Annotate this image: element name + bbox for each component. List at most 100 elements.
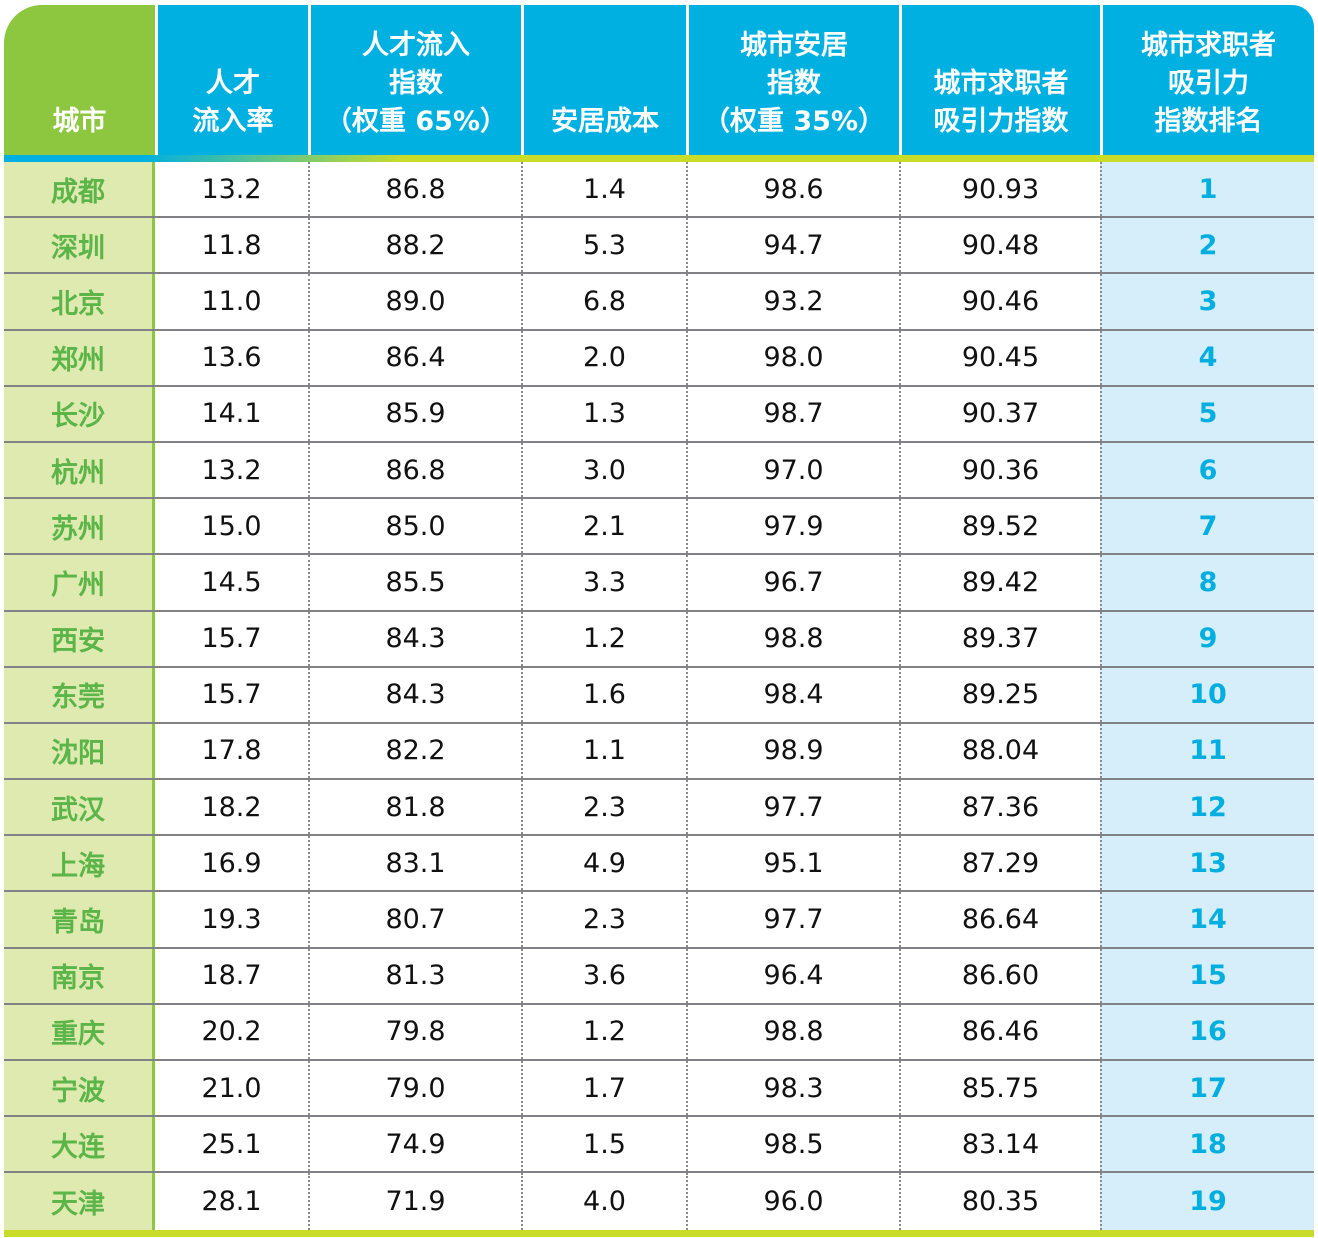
cell-attractiveness-index: 90.36 — [899, 442, 1100, 498]
cell-attractiveness-index: 86.60 — [899, 948, 1100, 1003]
column-header-line: 城市安居 — [740, 30, 848, 61]
cell-attractiveness-index: 89.42 — [899, 555, 1100, 610]
cell-housing-index: 97.0 — [686, 442, 899, 498]
cell-housing-index: 96.4 — [686, 948, 899, 1003]
cell-talent-inflow-index: 85.9 — [308, 386, 521, 441]
cell-housing-index: 98.8 — [686, 1004, 899, 1059]
cell-talent-inflow-index: 82.2 — [308, 723, 521, 779]
table-row: 青岛 19.3 80.7 2.3 97.7 86.64 14 — [4, 892, 1314, 949]
column-header-line: 指数 — [389, 68, 443, 99]
cell-rank: 12 — [1100, 780, 1314, 835]
cell-rank: 13 — [1100, 836, 1314, 891]
cell-housing-cost: 1.2 — [521, 611, 686, 666]
cell-housing-cost: 1.4 — [521, 162, 686, 217]
column-header-rank: 城市求职者 吸引力 指数排名 — [1103, 5, 1314, 155]
cell-rank: 6 — [1100, 442, 1314, 498]
cell-talent-inflow-index: 86.8 — [308, 442, 521, 498]
cell-city: 深圳 — [4, 218, 155, 273]
cell-attractiveness-index: 89.52 — [899, 499, 1100, 554]
cell-city: 沈阳 — [4, 723, 155, 779]
cell-city: 天津 — [4, 1173, 155, 1230]
column-header-line: 城市求职者 — [933, 68, 1069, 99]
cell-city: 西安 — [4, 611, 155, 666]
cell-housing-index: 98.9 — [686, 723, 899, 779]
column-header-line: 指数排名 — [1154, 106, 1263, 137]
cell-talent-inflow-rate: 15.7 — [201, 623, 262, 655]
city-attractiveness-table: 城市 人才 流入率 人才流入 指数 （权重 65%） 安居成本 城市安居 指数 （权重 35%）城… — [4, 5, 1314, 1237]
cell-talent-inflow-index: 85.0 — [308, 499, 521, 554]
cell-city: 成都 — [4, 162, 155, 217]
cell-housing-cost: 2.3 — [521, 780, 686, 835]
cell-talent-inflow-index: 71.9 — [308, 1173, 521, 1230]
cell-housing-index: 98.3 — [686, 1061, 899, 1116]
cell-housing-index: 97.7 — [686, 892, 899, 947]
cell-city: 大连 — [4, 1117, 155, 1172]
column-header-line: （权重 65%） — [324, 106, 508, 137]
column-header-line: 城市 — [52, 106, 107, 137]
column-header-line: 流入率 — [192, 106, 274, 137]
cell-talent-inflow-rate: 14.1 — [201, 398, 262, 430]
cell-city: 杭州 — [4, 442, 155, 498]
table-bottom-bar — [4, 1229, 1314, 1237]
column-header-line: 城市求职者 — [1141, 30, 1276, 61]
column-header-line: 人才流入 — [362, 30, 470, 61]
column-header-housing-index: 城市安居 指数 （权重 35%） — [689, 5, 899, 155]
cell-attractiveness-index: 90.45 — [899, 330, 1100, 385]
cell-talent-inflow-rate: 11.8 — [201, 229, 262, 261]
table-header: 城市 人才 流入率 人才流入 指数 （权重 65%） 安居成本 城市安居 指数 （权重 35%）城… — [4, 5, 1314, 155]
table-row: 西安 15.7 84.3 1.2 98.8 89.37 9 — [4, 611, 1314, 668]
table-row: 成都 13.2 86.8 1.4 98.6 90.93 1 — [4, 162, 1314, 219]
cell-talent-inflow-rate: 18.7 — [201, 960, 262, 992]
cell-talent-inflow-rate: 25.1 — [201, 1128, 262, 1160]
cell-attractiveness-index: 85.75 — [899, 1061, 1100, 1116]
column-header-line: 指数 — [767, 68, 821, 99]
cell-talent-inflow-index: 85.5 — [308, 555, 521, 610]
cell-housing-index: 97.9 — [686, 499, 899, 554]
cell-rank: 4 — [1100, 330, 1314, 385]
table-row: 宁波 21.0 79.0 1.7 98.3 85.75 17 — [4, 1061, 1314, 1118]
cell-city: 东莞 — [4, 667, 155, 722]
cell-city: 北京 — [4, 274, 155, 329]
cell-talent-inflow-rate: 28.1 — [201, 1185, 262, 1217]
cell-rank: 17 — [1100, 1061, 1314, 1116]
cell-attractiveness-index: 90.48 — [899, 218, 1100, 273]
cell-rank: 9 — [1100, 611, 1314, 666]
cell-talent-inflow-rate: 13.6 — [201, 342, 262, 374]
cell-housing-cost: 4.0 — [521, 1173, 686, 1230]
cell-attractiveness-index: 83.14 — [899, 1117, 1100, 1172]
cell-rank: 3 — [1100, 274, 1314, 329]
cell-housing-index: 93.2 — [686, 274, 899, 329]
column-header-line: 人才 — [206, 68, 260, 99]
table-row: 南京 18.7 81.3 3.6 96.4 86.60 15 — [4, 948, 1314, 1005]
table-row: 武汉 18.2 81.8 2.3 97.7 87.36 12 — [4, 780, 1314, 837]
cell-housing-index: 96.0 — [686, 1173, 899, 1230]
cell-talent-inflow-rate: 11.0 — [201, 285, 262, 317]
header-divider-stripe — [4, 155, 1314, 162]
cell-housing-cost: 1.6 — [521, 667, 686, 722]
cell-rank: 8 — [1100, 555, 1314, 610]
cell-attractiveness-index: 87.29 — [899, 836, 1100, 891]
cell-city: 苏州 — [4, 499, 155, 554]
cell-attractiveness-index: 90.93 — [899, 162, 1100, 217]
cell-talent-inflow-index: 84.3 — [308, 611, 521, 666]
cell-housing-index: 98.5 — [686, 1117, 899, 1172]
cell-housing-cost: 3.6 — [521, 948, 686, 1003]
cell-attractiveness-index: 86.46 — [899, 1004, 1100, 1059]
cell-housing-cost: 3.3 — [521, 555, 686, 610]
cell-talent-inflow-index: 81.3 — [308, 948, 521, 1003]
cell-housing-index: 96.7 — [686, 555, 899, 610]
cell-rank: 10 — [1100, 667, 1314, 722]
cell-talent-inflow-index: 80.7 — [308, 892, 521, 947]
cell-talent-inflow-rate: 14.5 — [201, 566, 262, 598]
cell-housing-cost: 2.0 — [521, 330, 686, 385]
cell-talent-inflow-rate: 15.7 — [201, 679, 262, 711]
cell-housing-cost: 2.3 — [521, 892, 686, 947]
table-row: 苏州 15.0 85.0 2.1 97.9 89.52 7 — [4, 499, 1314, 556]
cell-talent-inflow-rate: 21.0 — [201, 1072, 262, 1104]
column-header-line: 安居成本 — [551, 106, 659, 137]
cell-talent-inflow-rate: 16.9 — [201, 847, 262, 879]
cell-housing-cost: 5.3 — [521, 218, 686, 273]
cell-attractiveness-index: 89.25 — [899, 667, 1100, 722]
column-header-attractiveness-index: 城市求职者 吸引力指数 — [902, 5, 1100, 155]
cell-attractiveness-index: 86.64 — [899, 892, 1100, 947]
